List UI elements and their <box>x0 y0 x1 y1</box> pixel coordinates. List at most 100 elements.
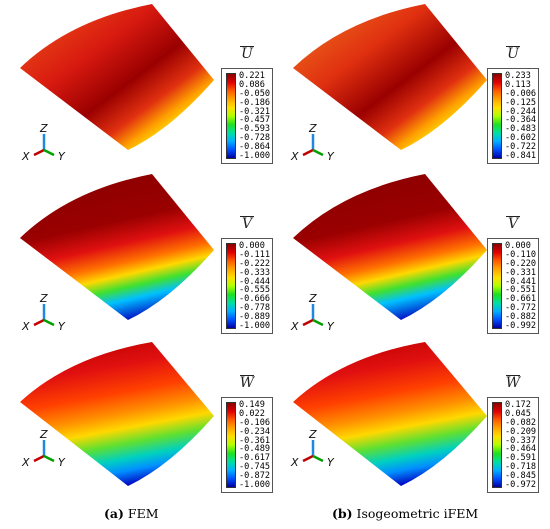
legend-value: -0.106 <box>239 417 271 428</box>
axis-triad: Z X Y <box>21 122 66 163</box>
legend-colorbar <box>226 73 236 159</box>
legend-value: 0.149 <box>239 400 265 410</box>
legend-value: -0.992 <box>505 321 537 331</box>
z-axis-label: Z <box>308 292 317 305</box>
legend-value: -0.617 <box>239 453 271 464</box>
legend-title-ifem-u: U <box>506 46 520 62</box>
caption-fem-text: FEM <box>123 506 159 521</box>
axis-triad: Z X Y <box>21 292 66 333</box>
x-axis-label: X <box>290 456 299 469</box>
legend-value: -0.555 <box>239 285 271 296</box>
x-axis-arrow <box>302 148 314 157</box>
legend-value: -0.602 <box>505 133 537 144</box>
legend-title-fem-u: U <box>240 46 254 62</box>
x-axis-label: X <box>290 320 299 333</box>
legend-title-fem-v: V <box>240 216 254 232</box>
y-axis-arrow <box>43 148 55 157</box>
legend-value: -0.483 <box>505 124 537 135</box>
legend-value: -0.110 <box>505 249 537 260</box>
contour-plot-ifem-w <box>293 342 487 486</box>
legend-ifem-u: 0.233 0.113 -0.006 -0.125 -0.244 -0.364 -0.483… <box>487 68 539 164</box>
legend-fem-u: 0.221 0.086 -0.050 -0.186 -0.321 -0.457 -0.593… <box>221 68 273 164</box>
legend-colorbar <box>492 243 502 329</box>
z-axis-label: Z <box>39 292 48 305</box>
axis-triad: Z X Y <box>290 122 335 163</box>
legend-colorbar <box>492 73 502 159</box>
legend-value: -0.006 <box>505 88 537 99</box>
legend-colorbar <box>492 402 502 488</box>
legend-value: -0.845 <box>505 471 537 482</box>
contour-plot-ifem-u <box>293 4 487 150</box>
x-axis-label: X <box>21 320 30 333</box>
legend-value: -0.222 <box>239 258 271 269</box>
legend-value: -0.882 <box>505 312 537 323</box>
shell-surface <box>293 4 487 150</box>
legend-value: -0.464 <box>505 444 537 455</box>
y-axis-label: Y <box>58 456 66 469</box>
legend-ifem-v: 0.000 -0.110 -0.220 -0.331 -0.441 -0.551 -0.66… <box>487 238 539 334</box>
legend-value: -0.864 <box>239 142 271 153</box>
legend-value: -0.661 <box>505 294 537 305</box>
legend-value: -0.337 <box>505 435 537 446</box>
legend-fem-w: 0.149 0.022 -0.106 -0.234 -0.361 -0.489 -0.617… <box>221 397 273 493</box>
legend-ifem-w: 0.172 0.045 -0.082 -0.209 -0.337 -0.464 -0.591… <box>487 397 539 493</box>
legend-value: -0.234 <box>239 426 271 437</box>
legend-value: 0.113 <box>505 79 531 90</box>
panel-fem-v: 0.000 -0.111 -0.222 -0.333 -0.444 -0.555 -0.66… <box>0 170 275 340</box>
panel-ifem-w: 0.172 0.045 -0.082 -0.209 -0.337 -0.464 -0.591… <box>275 340 550 505</box>
x-axis-label: X <box>21 150 30 163</box>
legend-value: 0.172 <box>505 400 531 410</box>
contour-plot-fem-u <box>20 4 214 150</box>
legend-value: -0.111 <box>239 249 271 260</box>
legend-value: -0.331 <box>505 267 537 278</box>
y-axis-label: Y <box>327 456 335 469</box>
y-axis-arrow <box>312 148 324 157</box>
x-axis-arrow <box>33 454 45 463</box>
legend-value: -0.728 <box>239 133 271 144</box>
legend-value: -0.972 <box>505 480 537 490</box>
y-axis-arrow <box>312 318 324 327</box>
y-axis-arrow <box>43 454 55 463</box>
legend-value: 0.000 <box>505 241 531 251</box>
caption-ifem-letter: (b) <box>332 506 353 521</box>
legend-value: -1.000 <box>239 321 271 331</box>
legend-title-ifem-v: V <box>506 216 520 232</box>
legend-value: -1.000 <box>239 151 271 161</box>
legend-value: -0.220 <box>505 258 537 269</box>
z-axis-label: Z <box>308 428 317 441</box>
legend-value: -0.872 <box>239 471 271 482</box>
contour-plot-ifem-v <box>293 174 487 320</box>
legend-value: -0.186 <box>239 97 271 108</box>
legend-value: -0.722 <box>505 142 537 153</box>
y-axis-arrow <box>43 318 55 327</box>
x-axis-label: X <box>290 150 299 163</box>
axis-triad: Z X Y <box>290 428 335 469</box>
panel-ifem-u: 0.233 0.113 -0.006 -0.125 -0.244 -0.364 -0.483… <box>275 0 550 170</box>
caption-ifem: (b) Isogeometric iFEM <box>332 506 478 521</box>
x-axis-arrow <box>302 454 314 463</box>
y-axis-label: Y <box>58 320 66 333</box>
panel-fem-w: 0.149 0.022 -0.106 -0.234 -0.361 -0.489 -0.617… <box>0 340 275 505</box>
shell-surface <box>293 342 487 486</box>
legend-value: 0.233 <box>505 71 531 81</box>
legend-value: -0.551 <box>505 285 537 296</box>
axis-triad: Z X Y <box>290 292 335 333</box>
z-axis-label: Z <box>39 122 48 135</box>
legend-value: -0.444 <box>239 276 271 287</box>
legend-value: -0.050 <box>239 88 271 99</box>
legend-value: -0.841 <box>505 151 537 161</box>
panel-fem-u: 0.221 0.086 -0.050 -0.186 -0.321 -0.457 -0.593… <box>0 0 275 170</box>
legend-value: 0.221 <box>239 71 265 81</box>
legend-value: -0.364 <box>505 115 537 126</box>
legend-value: -0.209 <box>505 426 537 437</box>
contour-plot-fem-w <box>20 342 214 486</box>
y-axis-label: Y <box>58 150 66 163</box>
legend-value: 0.022 <box>239 408 265 419</box>
legend-colorbar <box>226 402 236 488</box>
legend-value: -0.489 <box>239 444 271 455</box>
legend-value: -0.244 <box>505 106 537 117</box>
legend-title-fem-w: W <box>239 375 255 391</box>
legend-value: -0.591 <box>505 453 537 464</box>
legend-value: -0.889 <box>239 312 271 323</box>
